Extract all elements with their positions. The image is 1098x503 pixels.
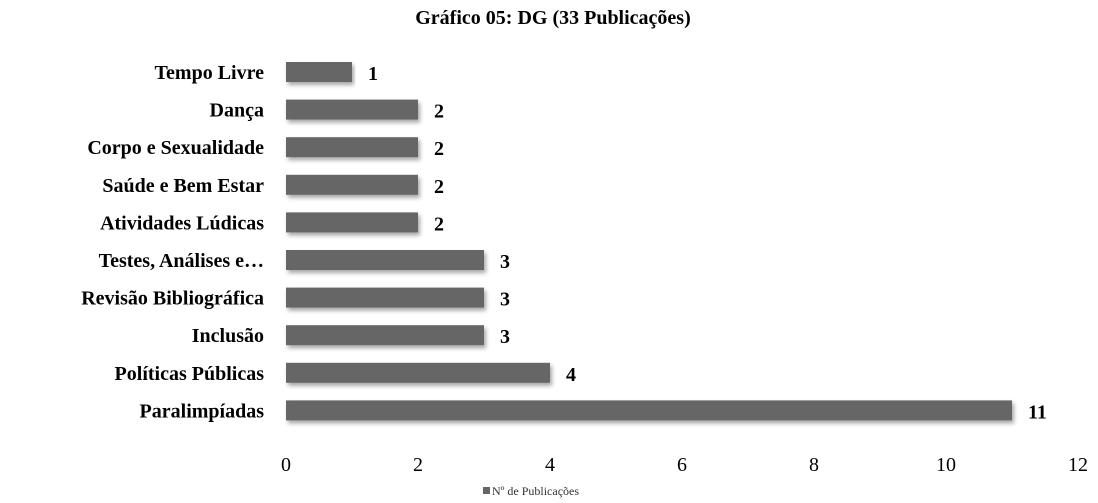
category-label: Políticas Públicas bbox=[115, 363, 265, 385]
bar bbox=[286, 400, 1012, 421]
category-label: Revisão Bibliográfica bbox=[81, 288, 264, 310]
x-tick-label: 10 bbox=[936, 454, 956, 476]
data-label: 2 bbox=[434, 213, 444, 235]
legend-swatch bbox=[483, 487, 490, 494]
x-tick-label: 4 bbox=[545, 454, 555, 476]
data-label: 2 bbox=[434, 138, 444, 160]
bar bbox=[286, 212, 418, 233]
data-label: 11 bbox=[1028, 401, 1047, 423]
category-label: Saúde e Bem Estar bbox=[102, 175, 264, 197]
data-label: 3 bbox=[500, 251, 510, 273]
x-tick-label: 8 bbox=[809, 454, 819, 476]
category-label: Testes, Análises e… bbox=[99, 250, 264, 272]
bar bbox=[286, 362, 550, 383]
x-tick-label: 6 bbox=[677, 454, 687, 476]
data-label: 3 bbox=[500, 289, 510, 311]
x-tick-label: 12 bbox=[1068, 454, 1088, 476]
category-label: Corpo e Sexualidade bbox=[87, 137, 264, 159]
bar bbox=[286, 287, 484, 308]
bar bbox=[286, 137, 418, 158]
category-label: Atividades Lúdicas bbox=[100, 212, 264, 234]
data-label: 2 bbox=[434, 176, 444, 198]
category-label: Paralimpíadas bbox=[140, 400, 265, 422]
chart-title: Gráfico 05: DG (33 Publicações) bbox=[415, 7, 691, 29]
bar bbox=[286, 174, 418, 195]
bar bbox=[286, 99, 418, 120]
data-label: 3 bbox=[500, 326, 510, 348]
bar bbox=[286, 325, 484, 346]
bar bbox=[286, 250, 484, 270]
category-label: Tempo Livre bbox=[155, 62, 265, 84]
legend-label: Nº de Publicações bbox=[492, 484, 579, 498]
data-label: 1 bbox=[368, 63, 378, 85]
legend: Nº de Publicações bbox=[483, 484, 579, 498]
x-tick-label: 2 bbox=[413, 454, 423, 476]
category-label: Inclusão bbox=[192, 325, 264, 347]
data-label: 4 bbox=[566, 364, 576, 386]
category-label: Dança bbox=[210, 100, 264, 122]
x-tick-label: 0 bbox=[281, 454, 291, 476]
bar bbox=[286, 62, 352, 82]
data-label: 2 bbox=[434, 101, 444, 123]
